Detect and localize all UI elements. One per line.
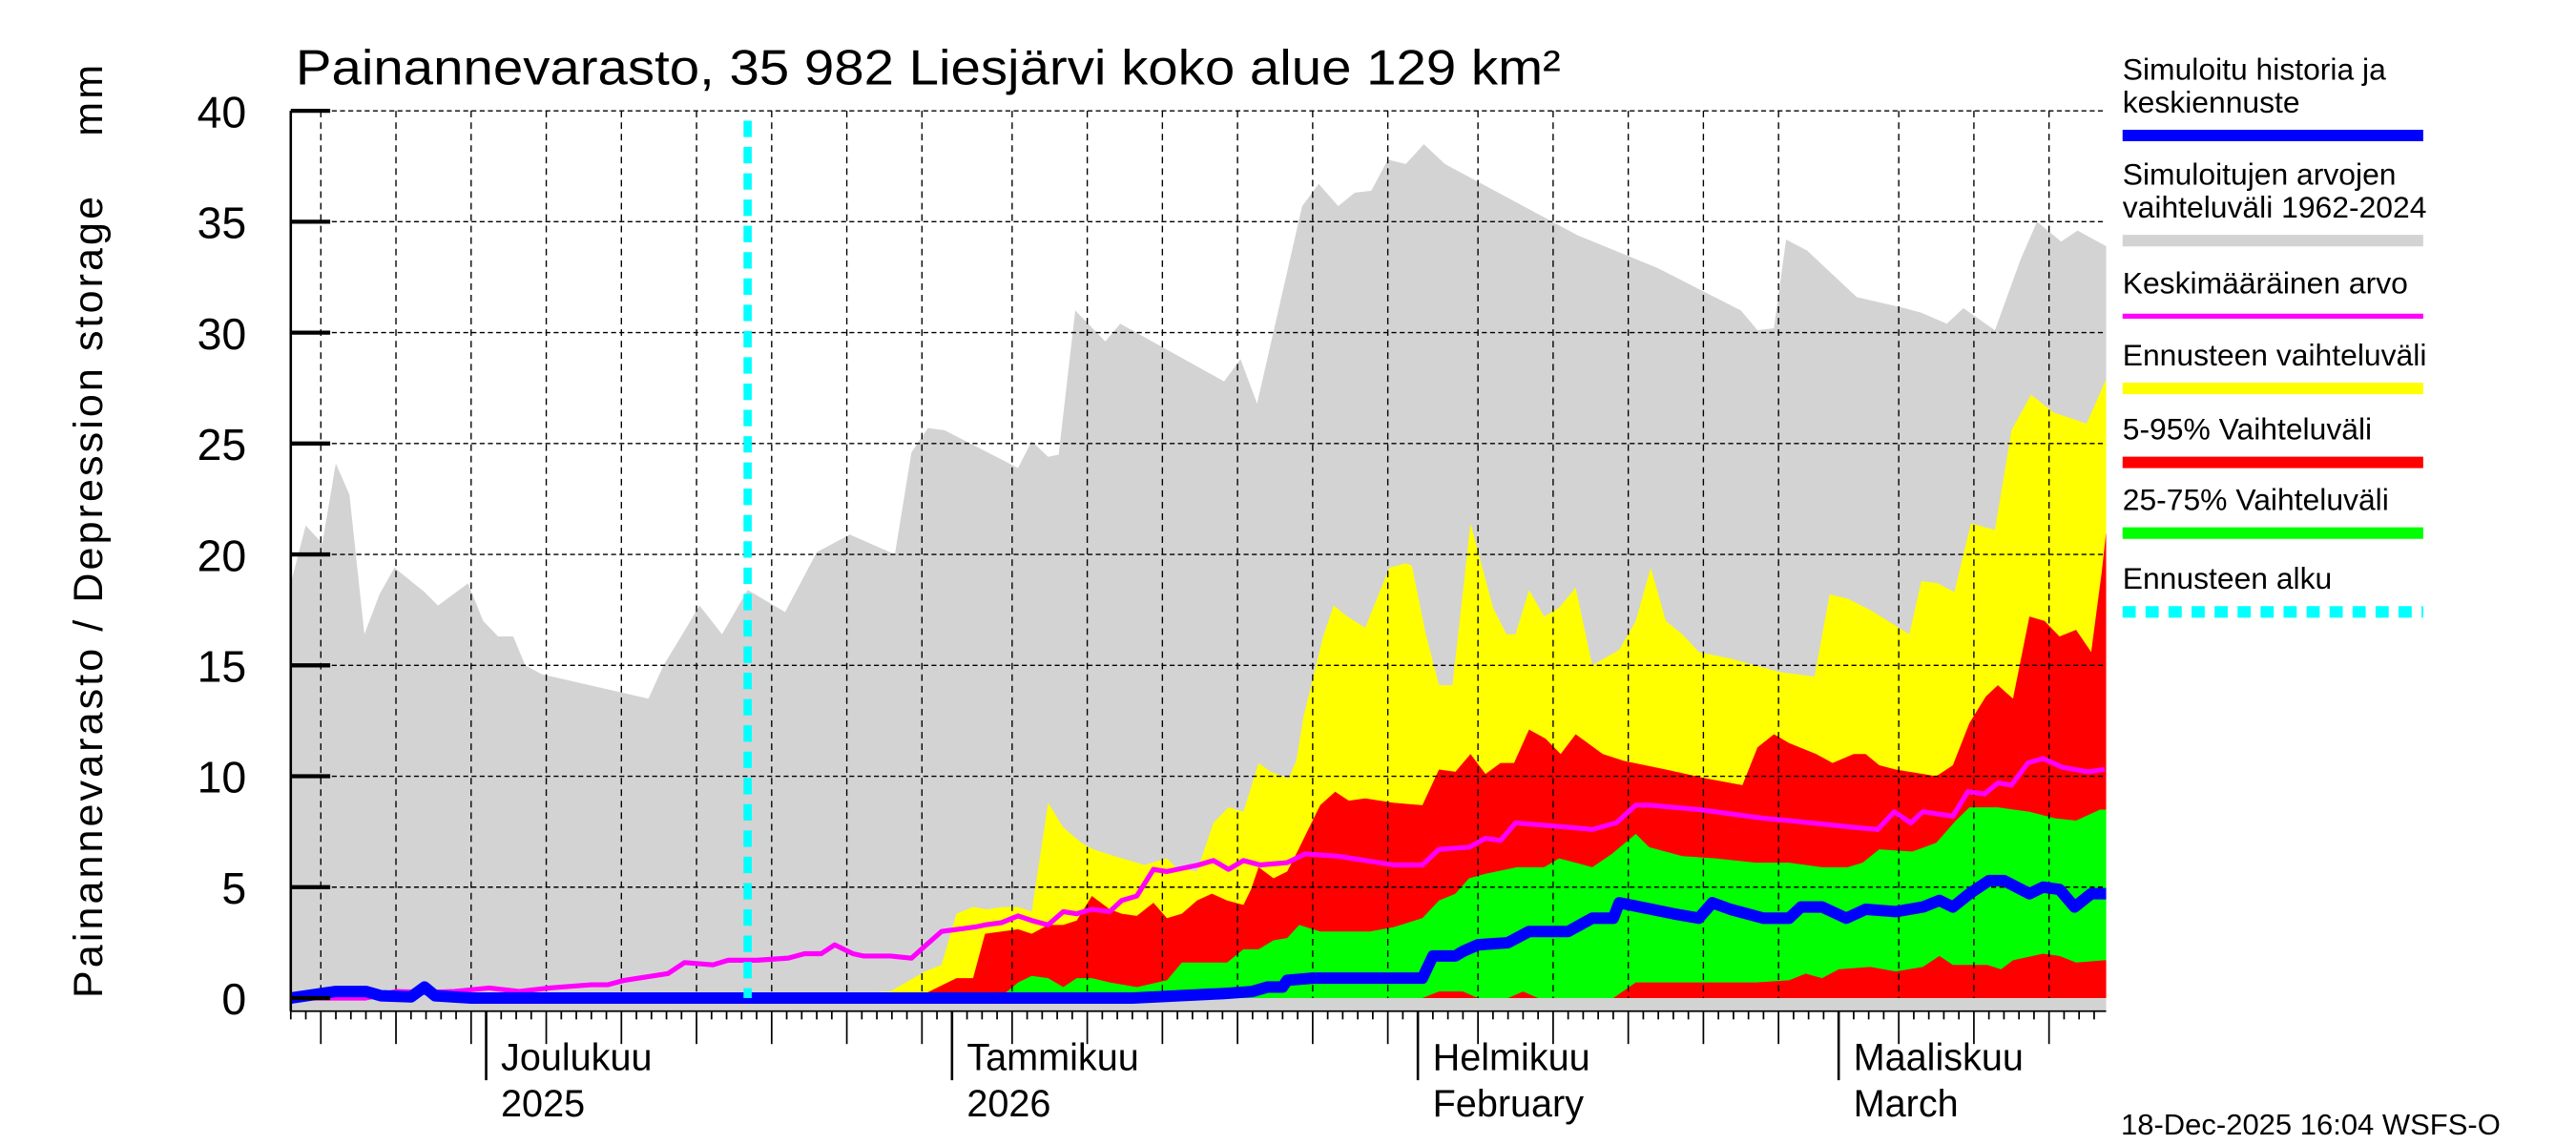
month-label: Maaliskuu: [1854, 1037, 2024, 1079]
y-tick-label: 30: [197, 309, 247, 359]
y-tick-label: 15: [197, 642, 247, 692]
legend-label: Simuloitujen arvojen: [2123, 157, 2397, 192]
month-sublabel: 2025: [501, 1083, 585, 1125]
legend-label: Ennusteen vaihteluväli: [2123, 338, 2427, 372]
legend-label: Keskimääräinen arvo: [2123, 265, 2408, 300]
legend-label: keskiennuste: [2123, 85, 2300, 119]
legend-label: 25-75% Vaihteluväli: [2123, 483, 2389, 517]
y-tick-label: 10: [197, 753, 247, 802]
legend-label: 5-95% Vaihteluväli: [2123, 412, 2372, 447]
y-tick-label: 40: [197, 87, 247, 136]
series-lines: [289, 120, 2107, 1005]
area-layers: [290, 144, 2107, 1011]
p25-75-range-area: [989, 807, 2107, 998]
legend-label: Ennusteen alku: [2123, 561, 2333, 595]
month-label: Joulukuu: [501, 1037, 653, 1079]
y-tick-label: 5: [221, 864, 246, 913]
p5-25-range-area: [1422, 953, 2107, 998]
chart-title: Painannevarasto, 35 982 Liesjärvi koko a…: [296, 40, 1561, 95]
y-tick-label: 35: [197, 198, 247, 248]
footer-timestamp: 18-Dec-2025 16:04 WSFS-O: [2121, 1108, 2501, 1141]
gridlines: [290, 110, 2107, 998]
y-tick-label: 25: [197, 420, 247, 469]
month-label: Tammikuu: [966, 1037, 1138, 1079]
month-sublabel: March: [1854, 1083, 1959, 1125]
month-sublabel: 2026: [966, 1083, 1050, 1125]
y-axis-label: Painannevarasto / Depression storage mm: [66, 65, 112, 998]
y-tick-label: 0: [221, 974, 246, 1024]
legend-label: Simuloitu historia ja: [2123, 52, 2386, 86]
mean-line: [290, 756, 2106, 1001]
legend-label: vaihteluväli 1962-2024: [2123, 190, 2427, 224]
simulated-line: [289, 874, 2107, 1005]
y-tick-label: 20: [197, 531, 247, 580]
month-label: Helmikuu: [1433, 1037, 1590, 1079]
month-sublabel: February: [1433, 1083, 1585, 1125]
axes: 0510152025303540Joulukuu2025Tammikuu2026…: [197, 87, 2107, 1125]
